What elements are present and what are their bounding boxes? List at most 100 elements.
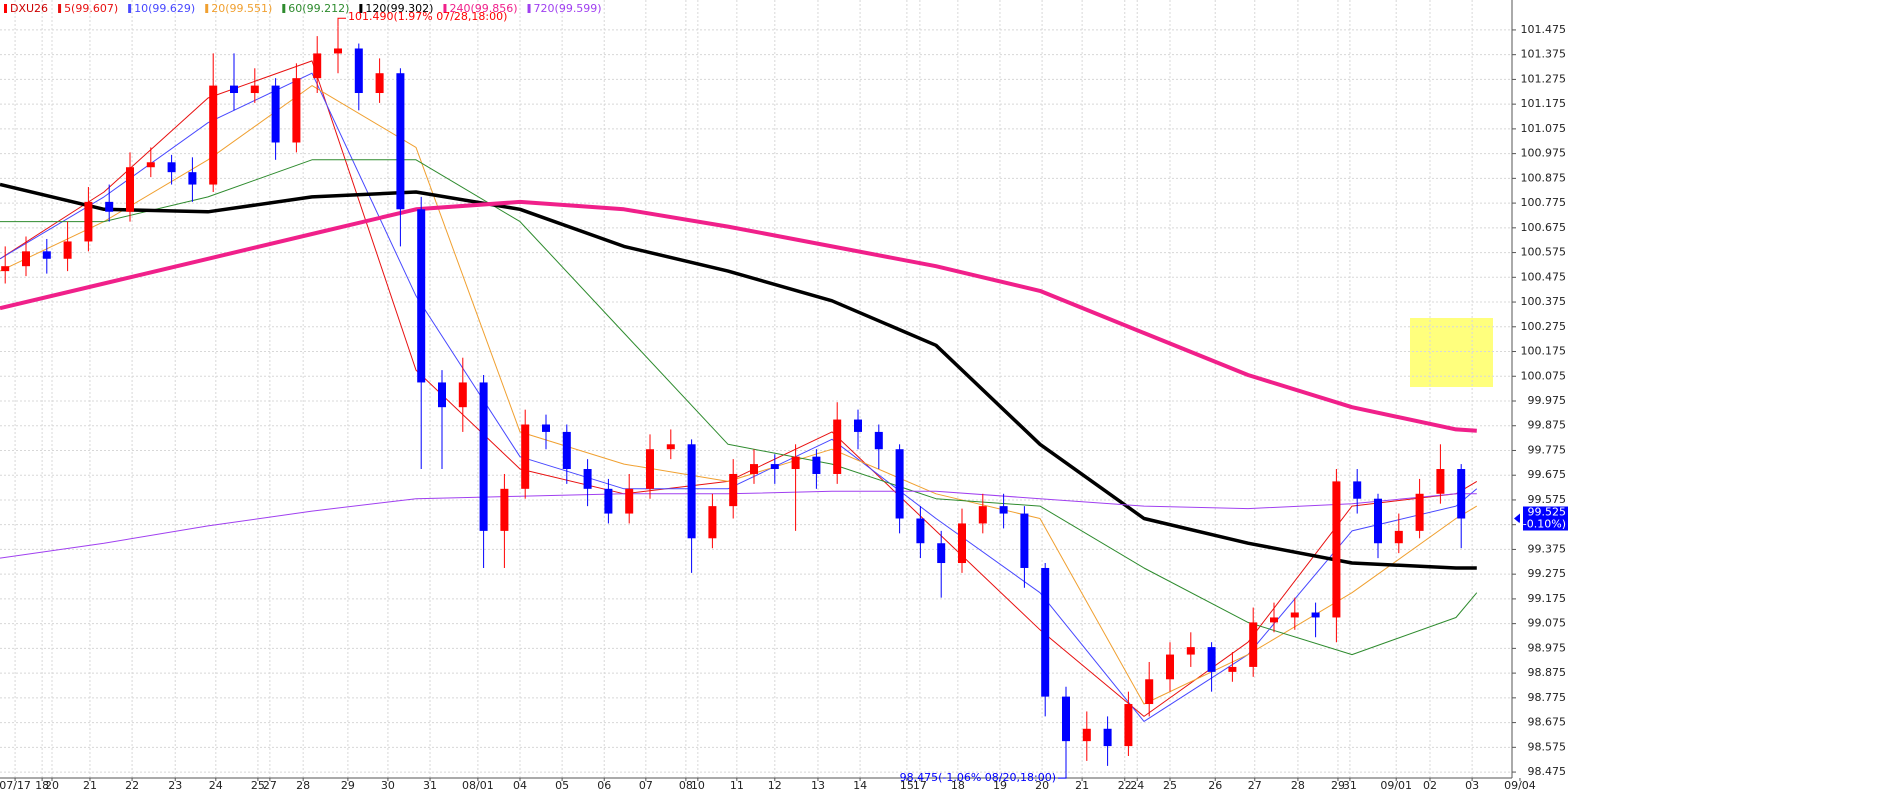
candle-body — [417, 209, 426, 383]
candle-body — [708, 506, 717, 539]
y-tick-label: 98.675 — [1528, 716, 1567, 729]
y-tick-label: 99.575 — [1528, 493, 1567, 506]
candle-body — [1436, 469, 1445, 494]
x-tick-label: 07/17 — [0, 779, 31, 792]
ma-line — [0, 490, 1477, 559]
candle-body — [729, 473, 738, 507]
candle-body — [1207, 647, 1216, 672]
ma-line — [0, 182, 1477, 570]
candle-body — [1166, 654, 1174, 680]
price-marker — [1514, 513, 1520, 524]
candle-body — [1062, 696, 1070, 742]
x-tick-label: 13 — [811, 779, 825, 792]
ma-line — [0, 72, 1478, 722]
x-tick-label: 18 — [35, 779, 49, 792]
x-tick-label: 31 — [1343, 779, 1357, 792]
y-tick-label: 100.975 — [1521, 147, 1567, 160]
candle-body — [791, 456, 800, 470]
x-tick-label: 31 — [423, 779, 437, 792]
x-tick-label: 10 — [691, 779, 705, 792]
candle-body — [770, 464, 779, 470]
x-tick-label: 27 — [1248, 779, 1262, 792]
y-tick-label: 100.875 — [1521, 171, 1567, 184]
candle-body — [250, 85, 259, 94]
legend-swatch — [58, 4, 62, 13]
x-tick-label: 19 — [993, 779, 1007, 792]
candle-body — [542, 424, 550, 432]
candle-body — [562, 431, 571, 470]
candle-body — [1249, 622, 1258, 667]
x-tick-label: 20 — [45, 779, 59, 792]
y-tick-label: 98.975 — [1528, 641, 1567, 654]
y-tick-label: 99.275 — [1528, 567, 1567, 580]
x-tick-label: 28 — [296, 779, 310, 792]
y-tick-label: 100.475 — [1521, 270, 1567, 283]
legend-label: 720(99.599) — [534, 2, 602, 15]
x-tick-label: 29 — [341, 779, 355, 792]
x-tick-label: 29 — [1331, 779, 1345, 792]
candle-body — [375, 73, 384, 94]
legend-swatch — [282, 4, 286, 13]
x-tick-label: 27 — [263, 779, 277, 792]
candle-body — [958, 523, 966, 564]
x-tick-label: 02 — [1423, 779, 1437, 792]
candle-body — [1290, 612, 1299, 618]
y-tick-label: 101.475 — [1521, 23, 1567, 36]
y-tick-label: 98.475 — [1528, 765, 1567, 778]
candle-body — [1415, 493, 1424, 531]
candle-body — [313, 53, 322, 79]
x-tick-label: 26 — [1208, 779, 1222, 792]
y-tick-label: 98.775 — [1528, 691, 1567, 704]
y-tick-label: 100.075 — [1521, 369, 1567, 382]
candle-body — [1332, 481, 1341, 618]
candle-body — [1124, 704, 1133, 747]
candle-body — [230, 85, 238, 94]
y-tick-label: 100.175 — [1521, 345, 1567, 358]
candle-body — [188, 172, 197, 185]
price-label: 99.525 — [1528, 506, 1567, 519]
candle-body — [687, 444, 696, 539]
candle-body — [146, 162, 155, 168]
low-label: 98.475(-1.06% 08/20,18:00) — [900, 771, 1056, 784]
candle-body — [666, 444, 675, 450]
candle-body — [1082, 728, 1091, 742]
x-tick-label: 07 — [639, 779, 653, 792]
y-tick-label: 100.775 — [1521, 196, 1567, 209]
y-tick-label: 99.875 — [1528, 419, 1567, 432]
candle-body — [625, 488, 634, 514]
candle-body — [1, 266, 10, 272]
symbol-label: DXU26 — [10, 2, 48, 15]
legend-swatch — [527, 4, 531, 13]
candle-body — [978, 506, 987, 524]
y-tick-label: 100.275 — [1521, 320, 1567, 333]
candle-body — [1270, 617, 1278, 623]
x-tick-label: 22 — [125, 779, 139, 792]
legend-swatch — [4, 4, 7, 13]
candle-body — [22, 251, 30, 267]
candle-body — [479, 382, 488, 531]
y-tick-label: 98.875 — [1528, 666, 1567, 679]
candle-body — [500, 488, 509, 531]
candle-body — [1374, 498, 1382, 544]
legend-swatch — [128, 4, 132, 13]
candle-body — [999, 506, 1008, 514]
candle-body — [1041, 567, 1050, 697]
candle-body — [396, 73, 405, 210]
x-tick-label: 06 — [597, 779, 611, 792]
x-tick-label: 22 — [1118, 779, 1132, 792]
y-tick-label: 101.275 — [1521, 72, 1567, 85]
y-tick-label: 99.975 — [1528, 394, 1567, 407]
y-tick-label: 99.175 — [1528, 592, 1567, 605]
legend-swatch — [359, 4, 363, 13]
x-tick-label: 28 — [1291, 779, 1305, 792]
x-tick-label: 25 — [1163, 779, 1177, 792]
ma-line — [0, 85, 1478, 705]
candle-body — [874, 431, 883, 450]
annotations: 101.490(1.97% 07/28,18:00) 98.475(-1.06% … — [337, 10, 1568, 784]
x-tick-label: 08 — [679, 779, 693, 792]
price-box — [1523, 506, 1568, 531]
y-tick-label: 101.375 — [1521, 48, 1567, 61]
ma-lines — [0, 60, 1478, 722]
legend: DXU26 5(99.607) 10(99.629) 20(99.551) 60(99.… — [4, 2, 602, 15]
x-tick-label: 08/01 — [462, 779, 494, 792]
